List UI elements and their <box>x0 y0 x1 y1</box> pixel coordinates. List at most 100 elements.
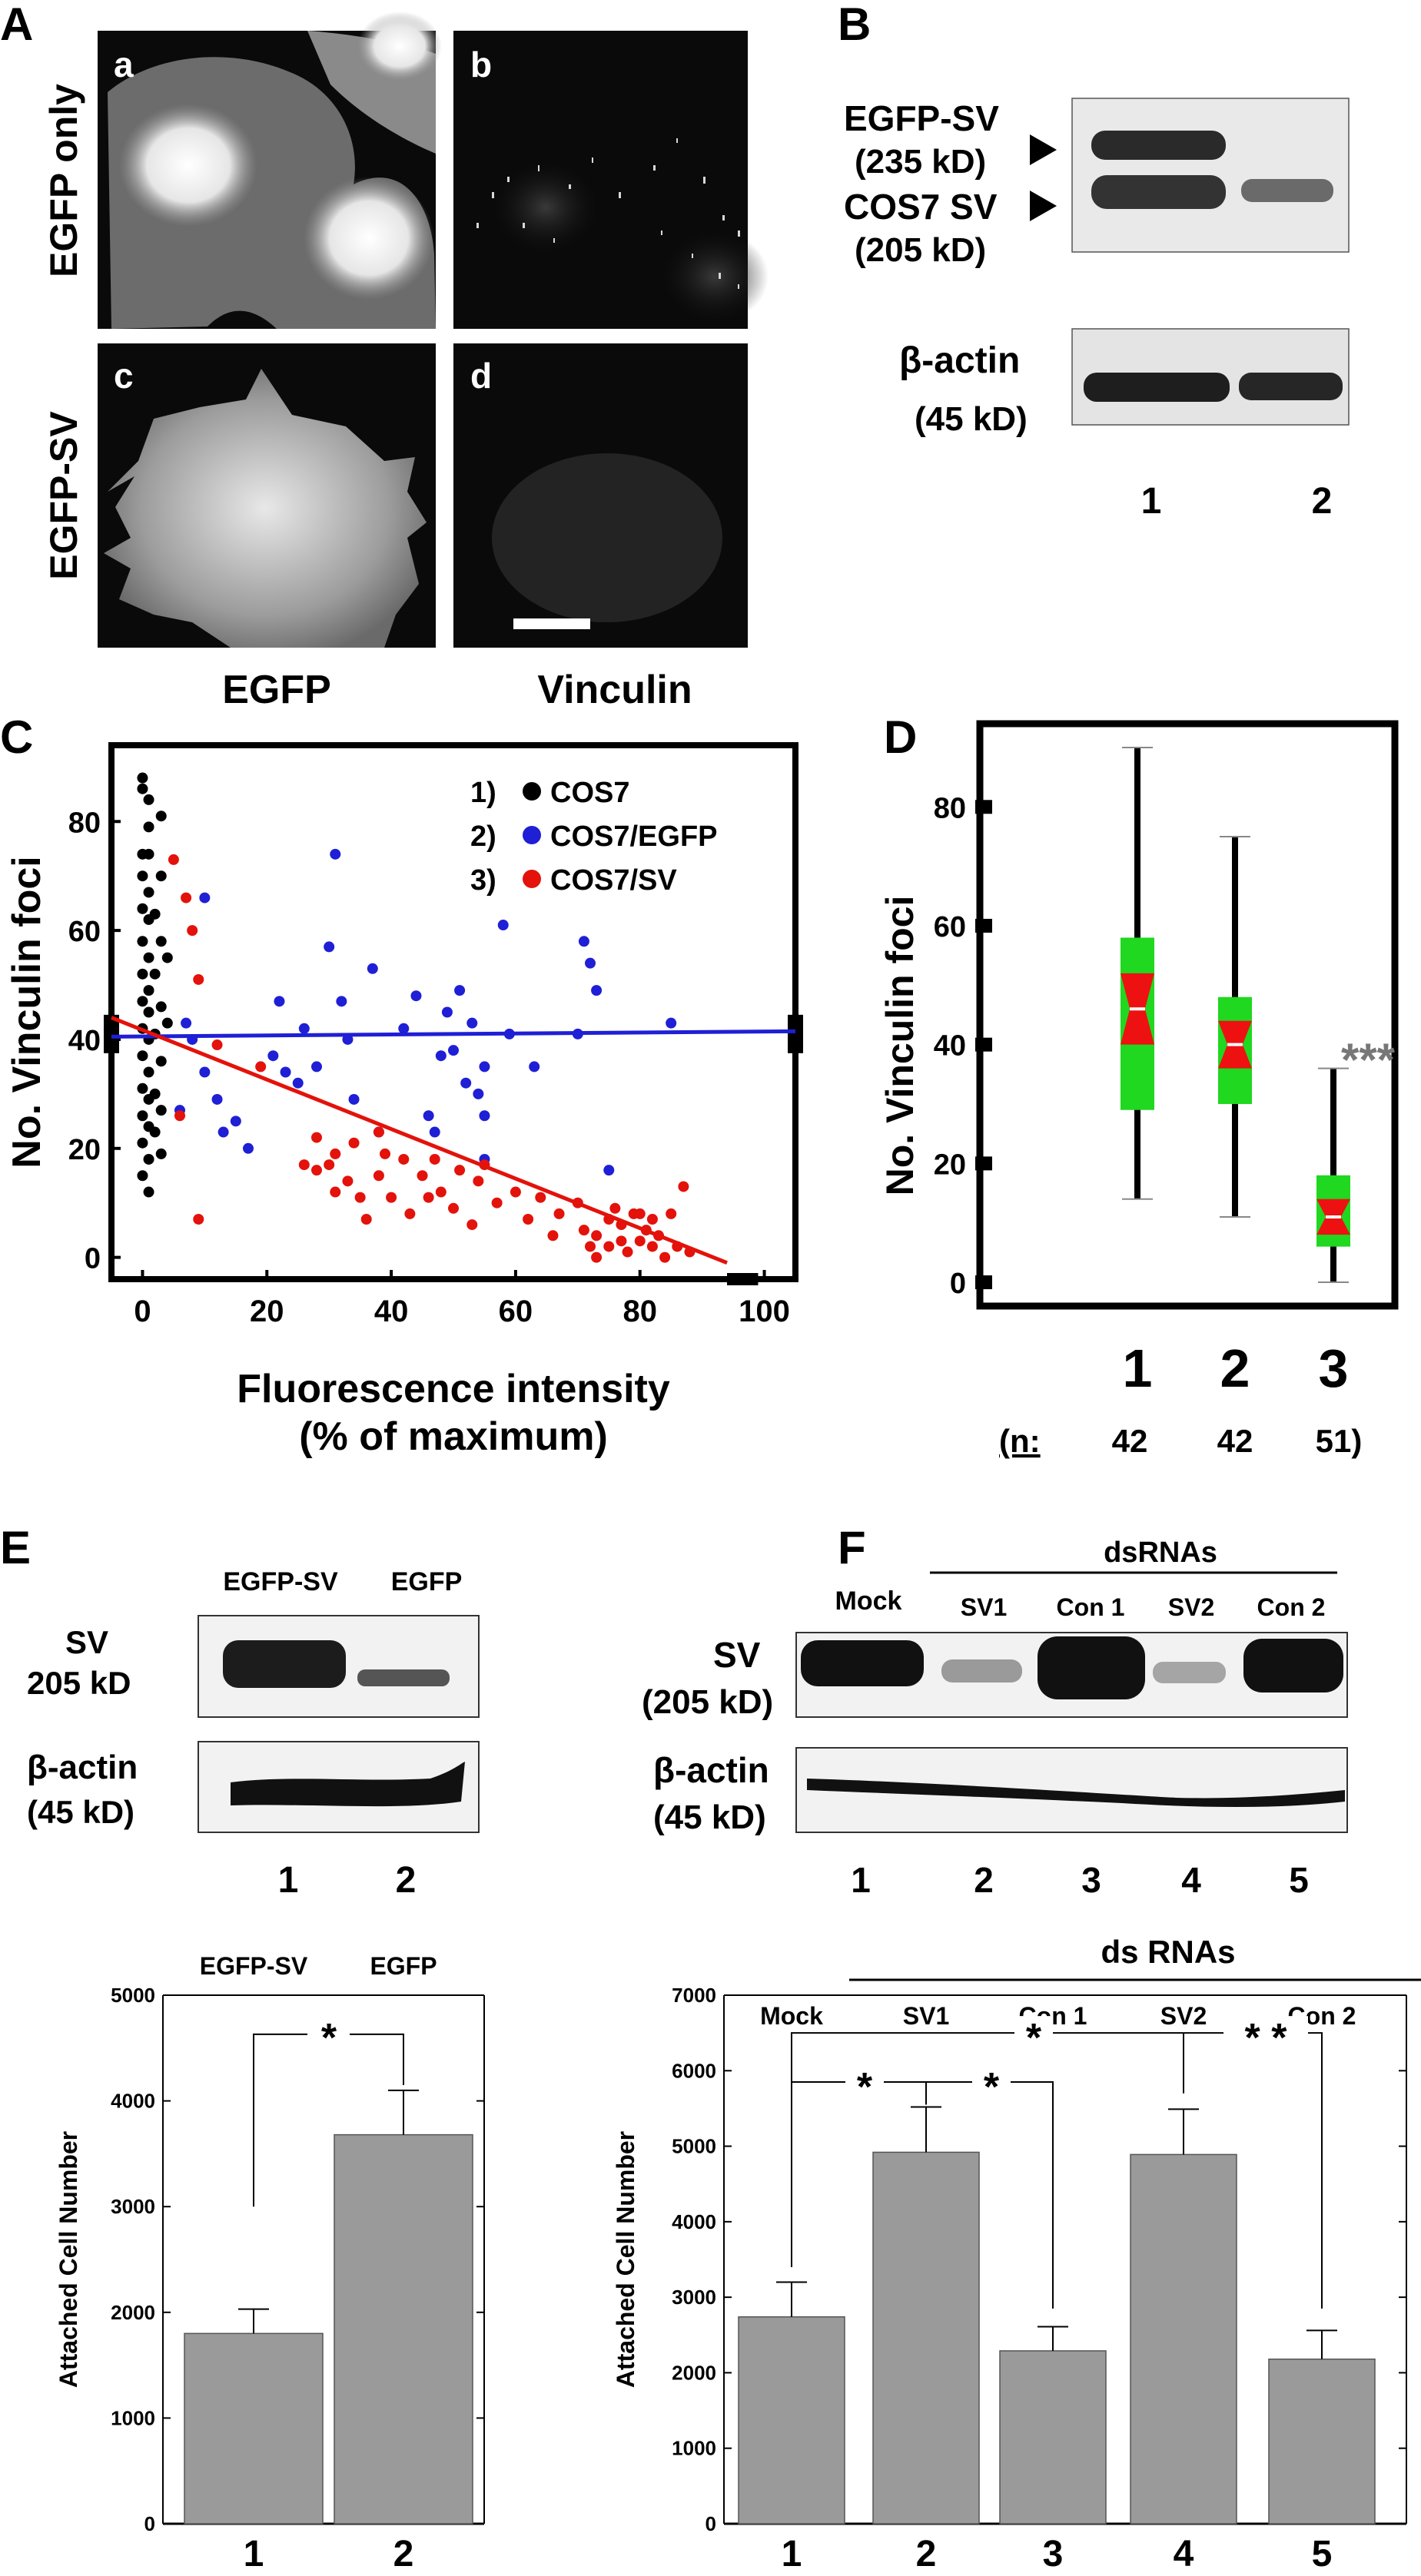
y-tick-label: 0 <box>144 2512 155 2535</box>
data-point <box>187 925 198 937</box>
data-point <box>161 952 173 963</box>
arrow-cos7-sv <box>1030 191 1057 221</box>
data-point <box>174 1110 185 1122</box>
bar <box>738 2316 845 2525</box>
data-point <box>155 1056 167 1067</box>
data-point <box>149 1126 161 1138</box>
data-point <box>181 892 192 903</box>
panel-d-box-chart: D 0 20 40 60 80 No. Vinculin foci *** 1 2 3 (n… <box>878 711 1399 1459</box>
col-label-egfp: EGFP <box>222 668 331 712</box>
x-tick-label: 100 <box>739 1295 790 1328</box>
category-label: 1 <box>782 2534 802 2574</box>
x-tick-label: 20 <box>250 1295 284 1328</box>
data-point <box>143 1153 154 1165</box>
data-point <box>429 1126 440 1138</box>
y-tick-label: 2000 <box>111 2301 155 2324</box>
label-sv: SV <box>65 1624 108 1660</box>
panel-label-a: A <box>0 0 33 50</box>
panel-label-d: D <box>884 711 917 763</box>
significance-bracket <box>791 2081 1054 2309</box>
plot-frame <box>108 742 798 1282</box>
legend-label: COS7 <box>550 777 629 809</box>
y-tick-label: 20 <box>934 1149 966 1181</box>
sub-label-a: a <box>114 45 134 85</box>
category-label: 1 <box>244 2534 264 2574</box>
data-point <box>448 1045 459 1056</box>
data-point <box>217 1126 229 1138</box>
axis-marker <box>727 1273 759 1285</box>
data-point <box>646 1213 658 1225</box>
y-tick <box>975 800 992 814</box>
axis-marker <box>104 1014 119 1053</box>
significance-marker: * <box>1026 2016 1042 2060</box>
data-point <box>230 1116 241 1127</box>
data-point <box>155 936 167 947</box>
y-tick-label: 3000 <box>111 2195 155 2218</box>
dsrnas-group-label: ds RNAs <box>1101 1934 1235 1970</box>
label-sv-kd: 205 kD <box>27 1665 131 1701</box>
data-point <box>348 1093 360 1105</box>
data-point <box>529 1061 540 1073</box>
data-point <box>367 963 378 974</box>
data-point <box>311 1061 322 1073</box>
data-point <box>491 1197 503 1208</box>
n-value: 42 <box>1217 1423 1253 1459</box>
bracket-gap <box>1223 2016 1308 2051</box>
data-point <box>578 1225 589 1236</box>
bar <box>184 2332 324 2525</box>
y-tick-label: 60 <box>934 911 966 943</box>
data-point <box>137 1137 148 1149</box>
legend-label: COS7/EGFP <box>550 821 718 853</box>
data-point <box>137 870 148 882</box>
y-axis-label: Attached Cell Number <box>55 2131 82 2388</box>
x-tick-label: 0 <box>134 1295 151 1328</box>
data-point <box>585 1241 596 1252</box>
y-tick <box>975 1037 992 1052</box>
lane-label: 3 <box>1081 1860 1101 1900</box>
data-point <box>609 1202 621 1214</box>
arrow-egfp-sv <box>1030 134 1057 165</box>
data-point <box>591 1230 603 1242</box>
bracket-gap <box>972 2065 1011 2100</box>
data-point <box>429 1153 440 1165</box>
legend-number: 3) <box>470 864 496 897</box>
data-point <box>137 1170 148 1182</box>
data-point <box>149 968 161 980</box>
bar <box>1268 2358 1376 2525</box>
data-point <box>454 985 466 996</box>
y-axis-label: No. Vinculin foci <box>5 856 49 1168</box>
n-prefix: (n: <box>999 1423 1041 1459</box>
label-actin: β-actin <box>899 340 1020 381</box>
data-point <box>181 1017 192 1029</box>
legend-marker <box>523 782 541 801</box>
band-lane2 <box>941 1659 1022 1683</box>
n-value: 42 <box>1112 1423 1148 1459</box>
data-point <box>634 1208 646 1219</box>
data-point <box>211 1093 223 1105</box>
plot-frame <box>976 720 1399 1310</box>
lane-label: 4 <box>1181 1860 1201 1900</box>
bracket-gap <box>1014 2016 1053 2051</box>
data-point <box>373 1126 384 1138</box>
data-point <box>410 990 422 1002</box>
data-point <box>292 1077 304 1089</box>
data-point <box>479 1110 490 1122</box>
panel-label-e: E <box>0 1522 31 1573</box>
data-point <box>466 1017 478 1029</box>
data-point <box>578 936 589 947</box>
band-sv-lane1 <box>223 1640 346 1688</box>
category-label: 2 <box>1220 1338 1250 1398</box>
data-point <box>143 952 154 963</box>
data-point <box>324 1159 335 1171</box>
data-point <box>143 1006 154 1018</box>
data-point <box>143 1186 154 1198</box>
x-axis-label-sub: (% of maximum) <box>299 1414 608 1459</box>
data-point <box>454 1165 466 1176</box>
data-point <box>360 1213 372 1225</box>
data-point <box>659 1252 671 1263</box>
data-point <box>298 1159 310 1171</box>
data-point <box>497 920 509 931</box>
lane-label: 2 <box>974 1860 994 1900</box>
data-point <box>137 936 148 947</box>
category-label: 3 <box>1043 2534 1064 2574</box>
